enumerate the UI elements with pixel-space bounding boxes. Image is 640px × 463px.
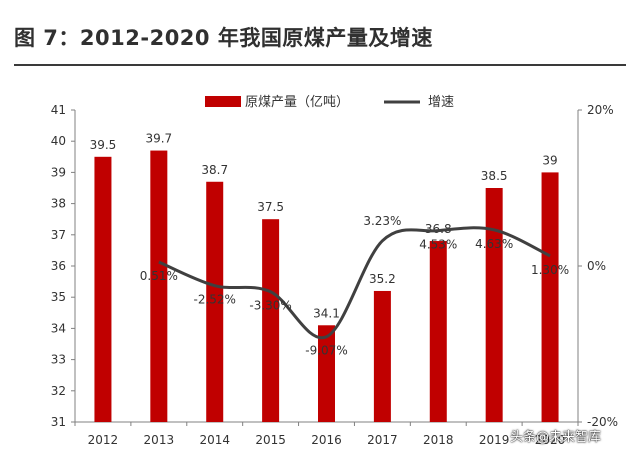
bar <box>94 156 112 423</box>
x-tick-label: 2013 <box>144 433 175 447</box>
x-tick-label: 2015 <box>255 433 286 447</box>
x-tick-label: 2016 <box>311 433 342 447</box>
y-left-tick-label: 33 <box>51 353 66 367</box>
bar-data-label: 39 <box>542 153 557 167</box>
y-left-tick-label: 34 <box>51 321 66 335</box>
bar <box>429 241 447 422</box>
title-underline <box>14 64 626 66</box>
bar <box>262 219 280 422</box>
line-data-label: 3.23% <box>363 214 401 228</box>
bar-data-label: 35.2 <box>369 272 396 286</box>
legend-bar-swatch <box>205 96 241 107</box>
line-data-label: 4.63% <box>475 237 513 251</box>
y-left-tick-label: 39 <box>51 165 66 179</box>
x-tick-label: 2020 <box>535 433 566 447</box>
line-data-label: 0.51% <box>140 269 178 283</box>
chart-title: 图 7：2012-2020 年我国原煤产量及增速 <box>14 26 433 50</box>
y-right-tick-label: 0% <box>587 259 606 273</box>
y-right-tick-label: -20% <box>587 415 618 429</box>
line-data-label: -9.07% <box>305 344 347 358</box>
line-data-label: -2.52% <box>193 293 235 307</box>
line-data-label: 1.30% <box>531 263 569 277</box>
bar-data-label: 39.7 <box>145 132 172 146</box>
bar <box>318 325 335 422</box>
bar <box>485 188 503 422</box>
bar-data-label: 36.8 <box>425 222 452 236</box>
x-tick-label: 2012 <box>88 433 119 447</box>
y-left-tick-label: 32 <box>51 384 66 398</box>
x-tick-label: 2018 <box>423 433 454 447</box>
x-tick-label: 2019 <box>479 433 510 447</box>
y-left-tick-label: 40 <box>51 134 66 148</box>
bar-data-label: 39.5 <box>90 138 117 152</box>
y-right-tick-label: 20% <box>587 103 614 117</box>
bar <box>150 150 168 422</box>
bar <box>541 172 559 422</box>
y-left-tick-label: 41 <box>51 103 66 117</box>
bar <box>206 181 224 422</box>
line-data-label: 4.53% <box>419 238 457 252</box>
bar <box>373 290 391 422</box>
y-left-tick-label: 38 <box>51 197 66 211</box>
y-left-tick-label: 31 <box>51 415 66 429</box>
y-left-tick-label: 35 <box>51 290 66 304</box>
bar-data-label: 37.5 <box>257 200 284 214</box>
growth-line <box>158 226 551 340</box>
x-tick-label: 2014 <box>199 433 230 447</box>
line-data-label: -3.30% <box>249 299 291 313</box>
y-left-tick-label: 37 <box>51 228 66 242</box>
bar-data-label: 34.1 <box>313 306 340 320</box>
legend-line-label: 增速 <box>428 95 454 110</box>
y-left-tick-label: 36 <box>51 259 66 273</box>
bar-data-label: 38.5 <box>481 169 508 183</box>
x-tick-label: 2017 <box>367 433 398 447</box>
watermark: 头条@未来智库 <box>510 430 602 445</box>
legend-bar-label: 原煤产量（亿吨） <box>245 95 349 110</box>
bar-data-label: 38.7 <box>201 163 228 177</box>
